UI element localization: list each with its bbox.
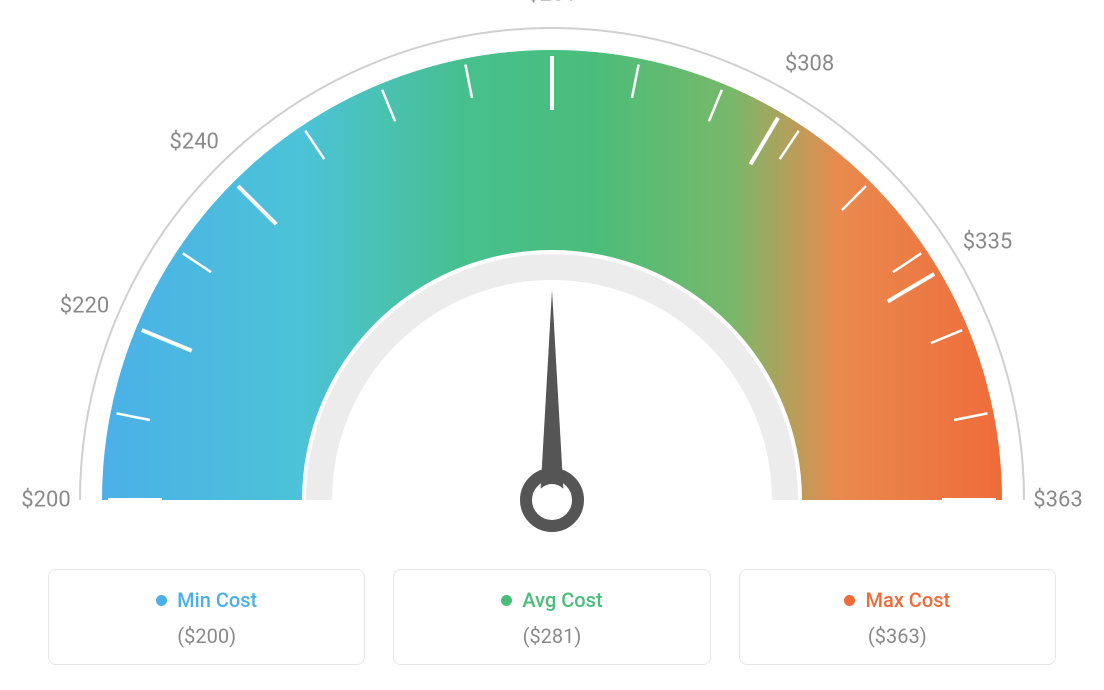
gauge-tick-label: $281 — [527, 0, 576, 7]
legend-label-min: Min Cost — [177, 588, 257, 612]
legend-row: Min Cost ($200) Avg Cost ($281) Max Cost… — [48, 569, 1056, 665]
gauge-tick-label: $240 — [169, 130, 218, 155]
gauge-tick-label: $200 — [21, 488, 70, 513]
legend-label-avg: Avg Cost — [522, 588, 602, 612]
legend-value-avg: ($281) — [404, 624, 699, 648]
gauge-tick-label: $363 — [1033, 488, 1082, 513]
cost-gauge: $200 $220 $240 $281 $308 $335 $363 — [0, 0, 1104, 560]
gauge-tick-label: $335 — [963, 230, 1012, 255]
legend-dot-avg — [501, 595, 512, 606]
legend-card-min: Min Cost ($200) — [48, 569, 365, 665]
legend-dot-max — [844, 595, 855, 606]
gauge-tick-label: $220 — [60, 294, 109, 319]
legend-value-max: ($363) — [750, 624, 1045, 648]
legend-card-max: Max Cost ($363) — [739, 569, 1056, 665]
legend-label-max: Max Cost — [865, 588, 950, 612]
legend-dot-min — [156, 595, 167, 606]
legend-value-min: ($200) — [59, 624, 354, 648]
legend-card-avg: Avg Cost ($281) — [393, 569, 710, 665]
gauge-tick-label: $308 — [785, 52, 834, 77]
gauge-canvas — [0, 0, 1104, 560]
